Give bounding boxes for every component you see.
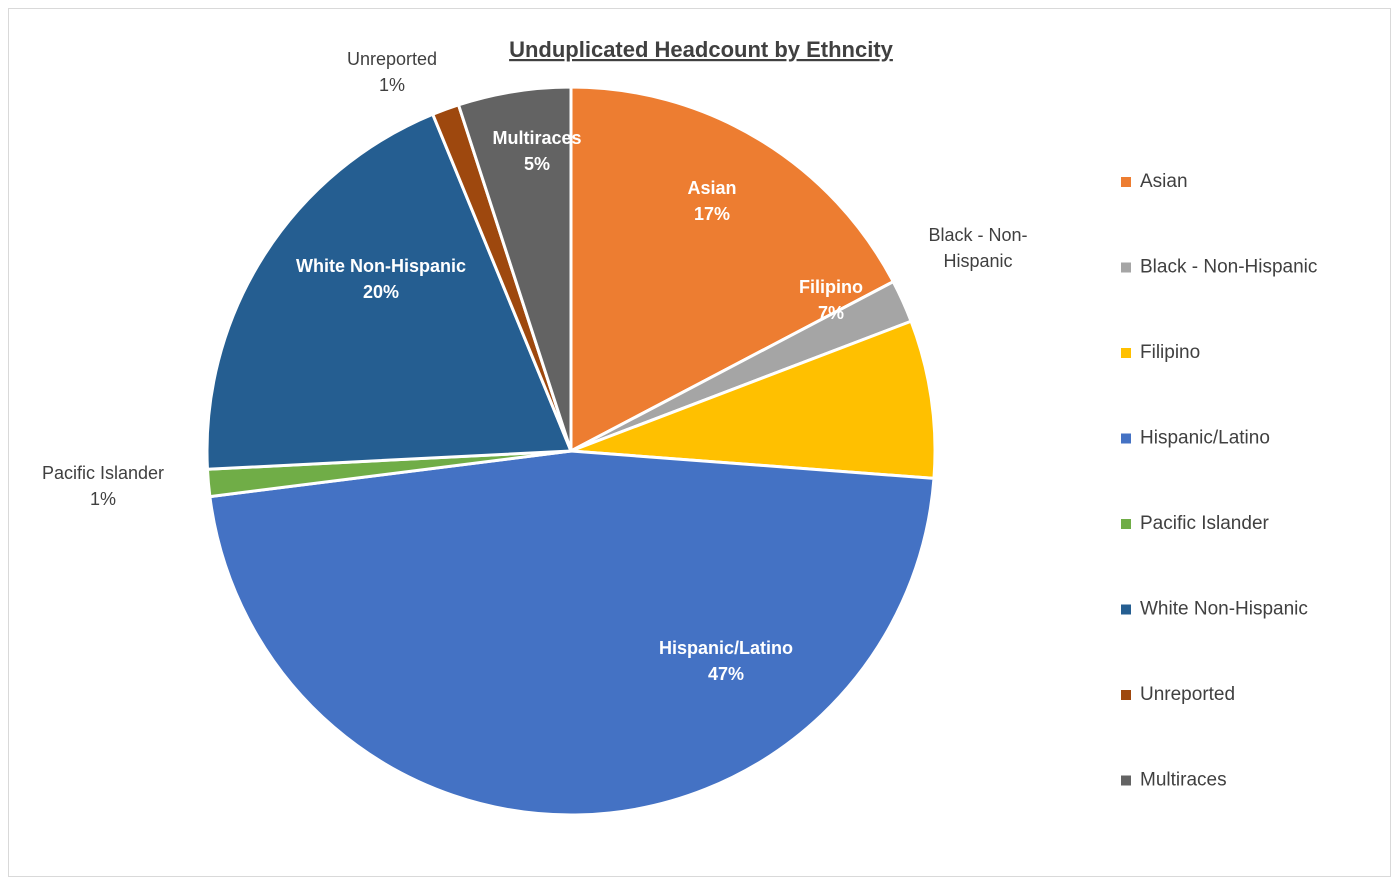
legend-label-hispanic-latino: Hispanic/Latino [1140, 428, 1270, 449]
legend-swatch-unreported [1121, 690, 1131, 700]
pie-labels: Asian 17% Black - Non- Hispanic Filipino 7% Hi… [42, 49, 1028, 684]
slice-pct-filipino: 7% [818, 303, 844, 323]
slice-label-multiraces: Multiraces [492, 128, 581, 148]
legend-label-black-non-hispanic: Black - Non-Hispanic [1140, 257, 1317, 278]
slice-pct-white-non-hispanic: 20% [363, 282, 399, 302]
legend-label-white-non-hispanic: White Non-Hispanic [1140, 599, 1308, 620]
slice-pct-hispanic-latino: 47% [708, 664, 744, 684]
legend-label-asian: Asian [1140, 171, 1188, 192]
pie-chart: Unduplicated Headcount by Ethncity Asian… [42, 37, 1317, 817]
legend-swatch-asian [1121, 177, 1131, 187]
legend-swatch-filipino [1121, 348, 1131, 358]
legend-label-filipino: Filipino [1140, 342, 1200, 363]
pie-slice-multiraces [457, 85, 573, 453]
legend: Asian Black - Non-Hispanic Filipino Hispani… [1121, 171, 1317, 791]
slice-pct-unreported: 1% [379, 75, 405, 95]
chart-frame: Unduplicated Headcount by Ethncity Asian… [8, 8, 1391, 877]
slice-pct-multiraces: 5% [524, 154, 550, 174]
slice-label-filipino: Filipino [799, 277, 863, 297]
pie-slices [205, 85, 937, 817]
pie-slice-filipino [569, 319, 937, 480]
slice-label-pacific-islander: Pacific Islander [42, 463, 164, 483]
slice-pct-asian: 17% [694, 204, 730, 224]
legend-swatch-white-non-hispanic [1121, 604, 1131, 615]
slice-pct-pacific-islander: 1% [90, 489, 116, 509]
pie-slice-white-non-hispanic [205, 112, 573, 471]
slice-label-hispanic-latino: Hispanic/Latino [659, 638, 793, 658]
slice-label-black-non-hispanic: Hispanic [943, 251, 1012, 271]
legend-swatch-multiraces [1121, 775, 1131, 786]
chart-title: Unduplicated Headcount by Ethncity [509, 37, 894, 62]
legend-swatch-pacific-islander [1121, 519, 1131, 529]
slice-label-white-non-hispanic: White Non-Hispanic [296, 256, 466, 276]
slice-label-asian: Asian [687, 178, 736, 198]
pie-slice-asian [569, 85, 895, 453]
legend-swatch-hispanic-latino [1121, 433, 1131, 444]
legend-label-pacific-islander: Pacific Islander [1140, 513, 1270, 534]
legend-label-multiraces: Multiraces [1140, 770, 1227, 791]
legend-label-unreported: Unreported [1140, 684, 1235, 705]
legend-swatch-black-non-hispanic [1121, 262, 1131, 273]
slice-label-black-non-hispanic: Black - Non- [928, 225, 1027, 245]
slice-label-unreported: Unreported [347, 49, 437, 69]
pie-slice-hispanic-latino [208, 449, 936, 817]
